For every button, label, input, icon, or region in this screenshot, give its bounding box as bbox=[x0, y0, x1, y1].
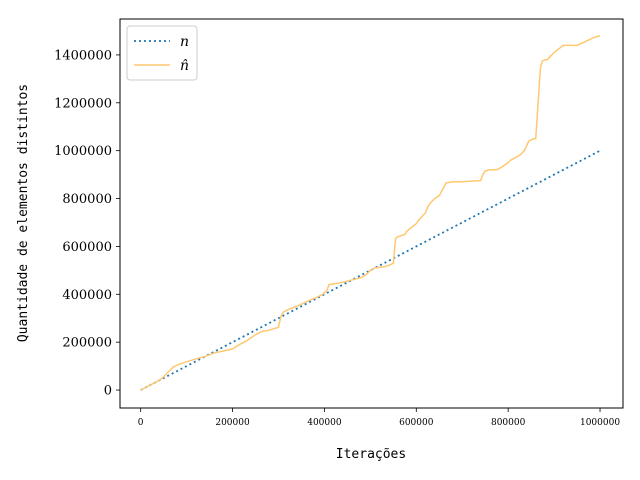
legend-label-n-hat: n̂ bbox=[180, 58, 189, 74]
plot-frame bbox=[119, 18, 624, 409]
y-axis-label: Quantidade de elementos distintos bbox=[16, 84, 31, 342]
y-tick-label: 600000 bbox=[62, 240, 112, 255]
legend-label-n: n bbox=[180, 34, 189, 50]
y-tick-label: 800000 bbox=[62, 192, 112, 207]
y-tick-label: 1400000 bbox=[54, 48, 112, 63]
x-tick-label: 600000 bbox=[399, 418, 434, 428]
legend-box bbox=[126, 25, 198, 81]
x-tick-label: 800000 bbox=[491, 418, 526, 428]
x-axis-label: Iterações bbox=[336, 447, 406, 462]
x-tick-label: 1000000 bbox=[580, 418, 620, 428]
x-tick-label: 200000 bbox=[215, 418, 250, 428]
x-tick-label: 400000 bbox=[307, 418, 342, 428]
x-axis-ticks: 0 200000 400000 600000 800000 1000000 bbox=[138, 408, 620, 428]
x-tick-label: 0 bbox=[138, 418, 144, 428]
y-tick-label: 1000000 bbox=[54, 144, 112, 159]
y-tick-label: 0 bbox=[104, 384, 112, 399]
y-tick-label: 400000 bbox=[62, 288, 112, 303]
y-tick-label: 200000 bbox=[62, 336, 112, 351]
series-layer bbox=[140, 35, 601, 391]
legend: n n̂ bbox=[126, 25, 198, 81]
series-line-n-hat bbox=[140, 35, 601, 391]
series-line-n bbox=[140, 149, 601, 391]
y-axis-ticks: 0 200000 400000 600000 800000 1000000 1200000 1… bbox=[54, 48, 120, 399]
y-tick-label: 1200000 bbox=[54, 96, 112, 111]
